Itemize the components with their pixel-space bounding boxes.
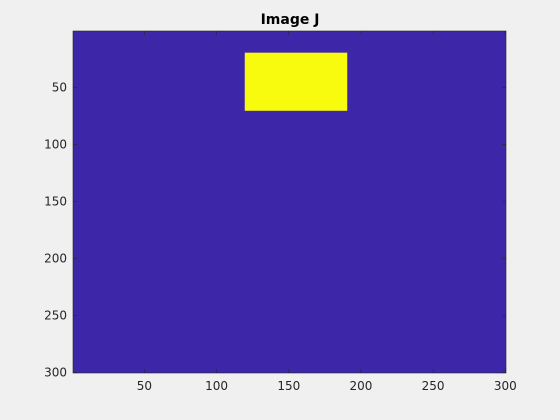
y-axis: 50 100 150 200 250 300 [44, 80, 506, 379]
chart-title: Image J [261, 12, 320, 28]
x-tick-label: 200 [349, 379, 372, 393]
y-tick-label: 100 [44, 137, 67, 151]
y-tick-label: 150 [44, 194, 67, 208]
y-tick-label: 250 [44, 308, 67, 322]
x-tick-label: 100 [205, 379, 228, 393]
x-tick-label: 50 [137, 379, 152, 393]
plot-area [73, 31, 506, 373]
x-tick-label: 300 [494, 379, 517, 393]
y-tick-label: 300 [44, 365, 67, 379]
y-tick-label: 50 [52, 80, 67, 94]
y-tick-label: 200 [44, 251, 67, 265]
axes-box [72, 30, 507, 374]
image-region-1 [244, 52, 348, 111]
x-axis: 50 100 150 200 250 300 [137, 31, 517, 393]
x-tick-label: 250 [422, 379, 445, 393]
x-tick-label: 150 [277, 379, 300, 393]
